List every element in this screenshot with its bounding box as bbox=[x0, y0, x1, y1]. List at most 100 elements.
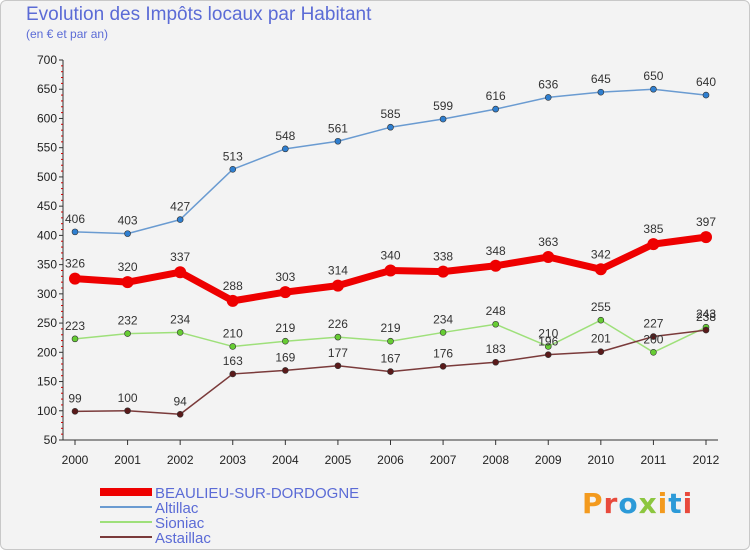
data-label: 548 bbox=[275, 129, 295, 143]
y-tick-label: 400 bbox=[37, 228, 57, 242]
data-point bbox=[702, 91, 710, 99]
data-point bbox=[702, 326, 710, 334]
data-label: 348 bbox=[486, 244, 506, 258]
legend-item: Sioniac bbox=[100, 515, 205, 532]
data-label: 234 bbox=[170, 312, 190, 326]
data-point bbox=[594, 263, 607, 276]
data-point bbox=[71, 228, 79, 236]
data-point bbox=[282, 145, 289, 153]
legend-item: Astaillac bbox=[100, 530, 211, 547]
data-point bbox=[489, 259, 502, 272]
data-label: 616 bbox=[486, 89, 506, 103]
x-tick-label: 2000 bbox=[62, 453, 89, 467]
data-label: 210 bbox=[538, 326, 558, 340]
data-point bbox=[650, 349, 657, 356]
data-point bbox=[69, 272, 81, 285]
data-label: 177 bbox=[328, 346, 348, 360]
data-point bbox=[176, 216, 184, 223]
data-label: 397 bbox=[696, 215, 716, 229]
data-label: 223 bbox=[65, 319, 85, 333]
data-point bbox=[174, 266, 187, 279]
y-tick-label: 600 bbox=[37, 111, 57, 125]
data-label: 340 bbox=[380, 248, 400, 262]
legend-label: BEAULIEU-SUR-DORDOGNE bbox=[155, 485, 359, 502]
data-point bbox=[544, 94, 552, 101]
data-point bbox=[176, 329, 184, 336]
data-point bbox=[334, 362, 342, 370]
data-point bbox=[650, 333, 657, 340]
data-label: 640 bbox=[696, 75, 716, 89]
data-label: 200 bbox=[643, 332, 663, 346]
data-label: 342 bbox=[591, 247, 611, 261]
x-tick-label: 2012 bbox=[693, 453, 720, 467]
data-label: 219 bbox=[380, 321, 400, 335]
data-label: 94 bbox=[173, 394, 187, 408]
data-point bbox=[700, 231, 712, 244]
y-tick-label: 250 bbox=[37, 316, 57, 330]
series-beaulieu-sur-dordogne bbox=[69, 231, 712, 307]
data-label: 599 bbox=[433, 99, 453, 113]
data-label: 585 bbox=[380, 107, 400, 121]
y-tick-label: 300 bbox=[37, 287, 57, 301]
y-tick-label: 100 bbox=[37, 404, 57, 418]
data-point bbox=[387, 337, 394, 345]
data-point bbox=[437, 265, 450, 278]
data-point bbox=[279, 286, 292, 299]
y-tick-label: 350 bbox=[37, 258, 57, 272]
legend-label: Sioniac bbox=[155, 515, 205, 532]
data-point bbox=[439, 329, 447, 336]
data-label: 645 bbox=[591, 72, 611, 86]
data-label: 196 bbox=[538, 335, 558, 349]
data-point bbox=[71, 335, 79, 343]
data-point bbox=[492, 320, 499, 328]
data-label: 406 bbox=[65, 212, 85, 226]
data-point bbox=[176, 410, 184, 418]
data-label: 100 bbox=[118, 391, 138, 405]
x-tick-label: 2003 bbox=[219, 453, 246, 467]
x-tick-label: 2005 bbox=[325, 453, 352, 467]
data-label: 226 bbox=[328, 317, 348, 331]
data-label: 427 bbox=[170, 200, 190, 214]
data-label: 219 bbox=[275, 321, 295, 335]
data-label: 248 bbox=[486, 304, 506, 318]
data-point bbox=[647, 238, 660, 251]
data-point bbox=[597, 348, 605, 356]
logo-letter: P bbox=[582, 487, 604, 520]
y-tick-label: 650 bbox=[37, 82, 57, 96]
data-label: 201 bbox=[591, 332, 611, 346]
y-tick-label: 700 bbox=[37, 53, 57, 67]
data-point bbox=[542, 251, 555, 264]
data-label: 288 bbox=[223, 279, 243, 293]
y-tick-label: 500 bbox=[37, 170, 57, 184]
data-label: 326 bbox=[65, 257, 85, 271]
data-point bbox=[229, 343, 237, 350]
x-tick-label: 2010 bbox=[587, 453, 614, 467]
data-point bbox=[124, 230, 131, 237]
data-point bbox=[384, 264, 397, 277]
data-point bbox=[121, 276, 134, 289]
chart-title: Evolution des Impôts locaux par Habitant bbox=[26, 4, 372, 25]
data-label: 183 bbox=[486, 342, 506, 356]
x-tick-label: 2002 bbox=[167, 453, 194, 467]
data-label: 363 bbox=[538, 235, 558, 249]
data-label: 513 bbox=[223, 149, 243, 163]
data-label: 243 bbox=[696, 307, 716, 321]
y-tick-label: 150 bbox=[37, 375, 57, 389]
x-tick-label: 2011 bbox=[641, 453, 667, 467]
legend-label: Astaillac bbox=[155, 530, 211, 547]
proxiti-logo: Proxiti bbox=[582, 487, 693, 520]
data-point bbox=[331, 279, 344, 292]
data-point bbox=[282, 337, 289, 345]
logo-letter: t bbox=[668, 487, 683, 520]
data-point bbox=[387, 123, 394, 131]
data-point bbox=[226, 294, 239, 307]
data-point bbox=[387, 368, 394, 375]
data-label: 227 bbox=[643, 317, 663, 331]
data-label: 403 bbox=[118, 214, 138, 228]
data-label: 99 bbox=[68, 391, 82, 405]
legend-item: BEAULIEU-SUR-DORDOGNE bbox=[100, 485, 359, 502]
x-tick-label: 2009 bbox=[535, 453, 562, 467]
legend-item: Altillac bbox=[100, 500, 199, 517]
data-point bbox=[650, 85, 657, 93]
